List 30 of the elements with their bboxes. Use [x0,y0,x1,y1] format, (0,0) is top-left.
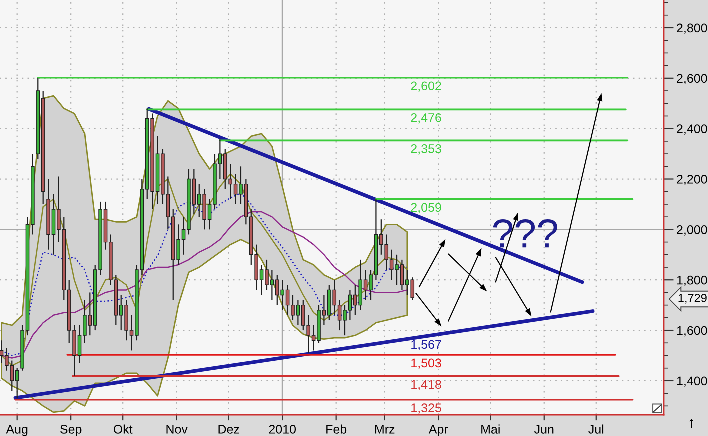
x-tick-label: Feb [326,424,347,434]
x-tick-label: Jul [588,424,604,434]
x-tick-label: Mrz [375,425,395,434]
y-tick-label: 2,000 [677,225,708,236]
y-tick-label: 2,800 [677,24,708,34]
y-tick-label: 1,400 [677,376,708,388]
series-label: 2,353 [411,144,442,155]
x-tick-label: Mai [482,424,500,434]
x-tick-label: Dez [218,425,240,434]
x-tick-label: Okt [114,424,133,434]
series-label: 2,602 [411,82,442,92]
y-tick-label: 1,729 [678,294,707,304]
series-label: 1,325 [412,404,442,414]
text: ↑ [690,419,694,428]
x-tick-label: Jun [534,425,554,434]
x-tick-label: Aug [6,425,28,436]
y-tick-label: 2,600 [677,74,708,85]
x-tick-label: Apr [428,425,448,436]
y-tick-label: 2,200 [677,175,708,186]
y-tick-label: 1,600 [677,326,708,337]
series-label: 1,503 [412,358,442,370]
x-tick-label: 2010 [269,425,296,434]
y-tick-label: 1,800 [677,276,708,286]
series-label: 2,476 [411,113,442,124]
x-tick-label: Sep [60,425,82,436]
y-tick-label: 2,400 [677,124,708,135]
x-tick-label: Nov [166,425,188,434]
series-label: 1,567 [412,340,442,351]
series-label: 1,418 [412,380,442,391]
series-label: 2,059 [411,203,442,214]
